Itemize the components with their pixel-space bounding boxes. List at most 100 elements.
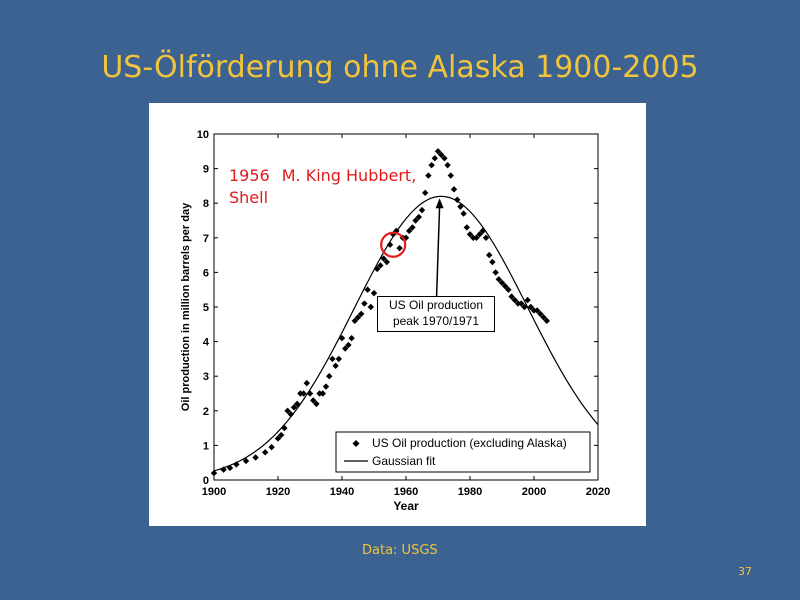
peak-callout: US Oil production peak 1970/1971 [377,296,495,332]
data-point [463,224,470,231]
data-point [438,151,445,158]
y-tick-label: 7 [203,233,209,245]
data-point [220,466,227,473]
data-point [492,269,499,276]
data-point [332,362,339,370]
data-point [367,303,374,311]
data-point [447,172,454,179]
y-tick-label: 0 [203,475,209,487]
x-tick-label: 1940 [330,486,354,498]
data-point [290,404,298,411]
data-point [278,431,285,439]
data-point [300,390,307,397]
data-point [274,435,282,442]
data-point [361,300,368,307]
data-point [428,161,435,169]
data-point [310,397,317,404]
data-point [530,307,538,314]
data-point [329,355,336,363]
data-point [450,186,458,193]
data-point [354,314,362,321]
data-point [319,390,326,397]
peak-arrow-head [435,198,444,209]
data-point [486,251,493,259]
x-tick-label: 1900 [202,486,226,498]
data-point [287,411,294,418]
data-point [383,258,390,266]
data-point [262,449,269,456]
data-point [537,310,544,318]
hubbert-year: 1956 [229,166,270,185]
slide-title: US-Ölförderung ohne Alaska 1900-2005 [101,50,699,85]
data-point [316,390,323,397]
peak-callout-line2: peak 1970/1971 [392,314,480,328]
data-point [521,303,528,311]
peak-callout-line1: US Oil production [388,298,484,312]
data-source: Data: USGS [362,543,438,558]
data-point [502,283,509,290]
y-tick-label: 6 [203,267,209,279]
chart-svg: 1900 1920 1940 1960 1980 2000 2020 0 1 2 3 4 5 6 7 8 9 10… [180,129,610,513]
data-point [473,234,480,241]
data-point [338,334,346,342]
gaussian-fit-line [213,195,599,472]
y-tick-label: 1 [203,440,209,452]
y-tick-label: 10 [197,129,209,141]
data-point [495,276,502,283]
data-point [527,303,534,311]
data-point [377,262,384,269]
y-tick-label: 8 [203,198,209,210]
x-tick-label: 1980 [458,486,482,498]
data-point [345,341,352,349]
data-point [406,227,413,235]
data-point [252,454,259,461]
data-point [210,469,218,477]
data-point [460,210,467,217]
data-point [294,400,301,408]
y-tick-label: 5 [203,302,209,314]
data-point [268,443,275,451]
data-point [444,161,451,169]
data-point [514,300,522,307]
data-point [374,265,381,273]
data-point [386,241,394,248]
data-point [284,407,291,414]
data-point [540,314,547,321]
data-point [409,224,416,231]
legend-marker-diamond [352,440,360,447]
legend-label-production: US Oil production (excluding Alaska) [372,436,567,450]
data-point [348,334,355,342]
x-tick-label: 1960 [394,486,418,498]
hubbert-circle [380,231,407,258]
data-point [335,355,342,363]
slide-number: 37 [738,565,752,578]
peak-arrow-line [435,206,441,297]
data-point [303,379,310,387]
data-point [476,231,483,238]
y-tick-label: 9 [203,164,209,176]
data-point [396,244,403,252]
data-point [457,203,464,210]
data-point [425,172,432,179]
hubbert-annotation: 1956 M. King Hubbert, Shell [229,165,416,209]
y-axis-label: Oil production in million barrels per da… [180,202,192,411]
data-point [434,148,442,155]
y-tick-label: 3 [203,371,209,383]
data-point [326,373,333,380]
x-tick-label: 2000 [522,486,546,498]
data-point [313,400,320,408]
data-point [431,155,438,162]
data-point [418,206,426,214]
legend-box [335,431,591,473]
data-point [306,390,314,397]
data-point [454,196,461,203]
data-point [364,286,371,293]
chart-figure: 1900 1920 1940 1960 1980 2000 2020 0 1 2 3 4 5 6 7 8 9 10… [149,103,646,526]
data-point [479,227,486,235]
data-point [342,345,349,352]
data-point [233,461,240,468]
data-point [351,317,358,325]
data-point [322,383,330,390]
data-point [505,286,512,293]
data-point [489,258,496,266]
